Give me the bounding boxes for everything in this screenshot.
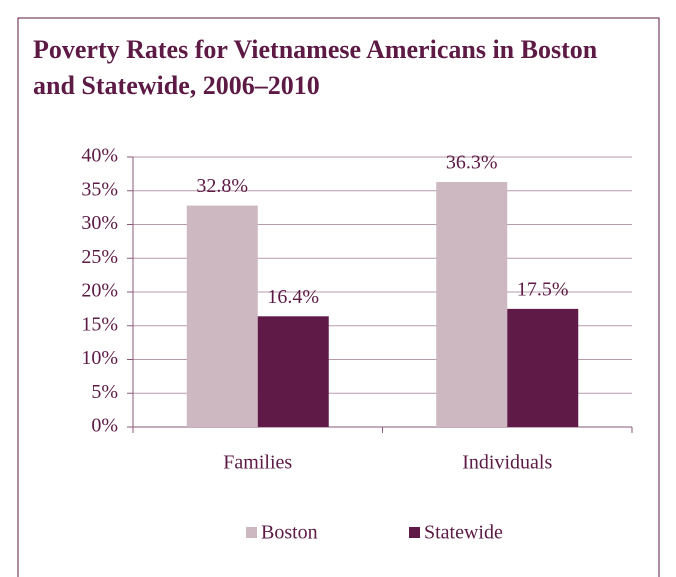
legend-label: Statewide xyxy=(424,522,503,544)
bar xyxy=(257,316,329,427)
x-tick-label: Individuals xyxy=(462,452,552,474)
y-tick-label: 20% xyxy=(81,280,118,302)
y-tick-label: 25% xyxy=(81,246,118,268)
value-label: 17.5% xyxy=(517,278,569,300)
x-tick-label: Families xyxy=(223,452,292,474)
bar xyxy=(436,181,508,427)
value-label: 36.3% xyxy=(446,152,498,174)
value-label: 16.4% xyxy=(267,286,319,308)
y-tick-label: 10% xyxy=(81,347,118,369)
value-label: 32.8% xyxy=(196,175,248,197)
legend-label: Boston xyxy=(261,522,318,544)
bar xyxy=(507,308,579,427)
bar xyxy=(186,205,258,427)
y-tick-label: 30% xyxy=(81,212,118,234)
y-tick-label: 5% xyxy=(91,381,118,403)
chart-title: Poverty Rates for Vietnamese Americans i… xyxy=(33,35,598,100)
legend-swatch xyxy=(246,527,257,538)
y-tick-label: 15% xyxy=(81,313,118,335)
y-tick-label: 40% xyxy=(81,145,118,167)
y-tick-label: 0% xyxy=(91,415,118,437)
frame xyxy=(17,17,660,577)
y-tick-label: 35% xyxy=(81,178,118,200)
legend-swatch xyxy=(409,527,420,538)
